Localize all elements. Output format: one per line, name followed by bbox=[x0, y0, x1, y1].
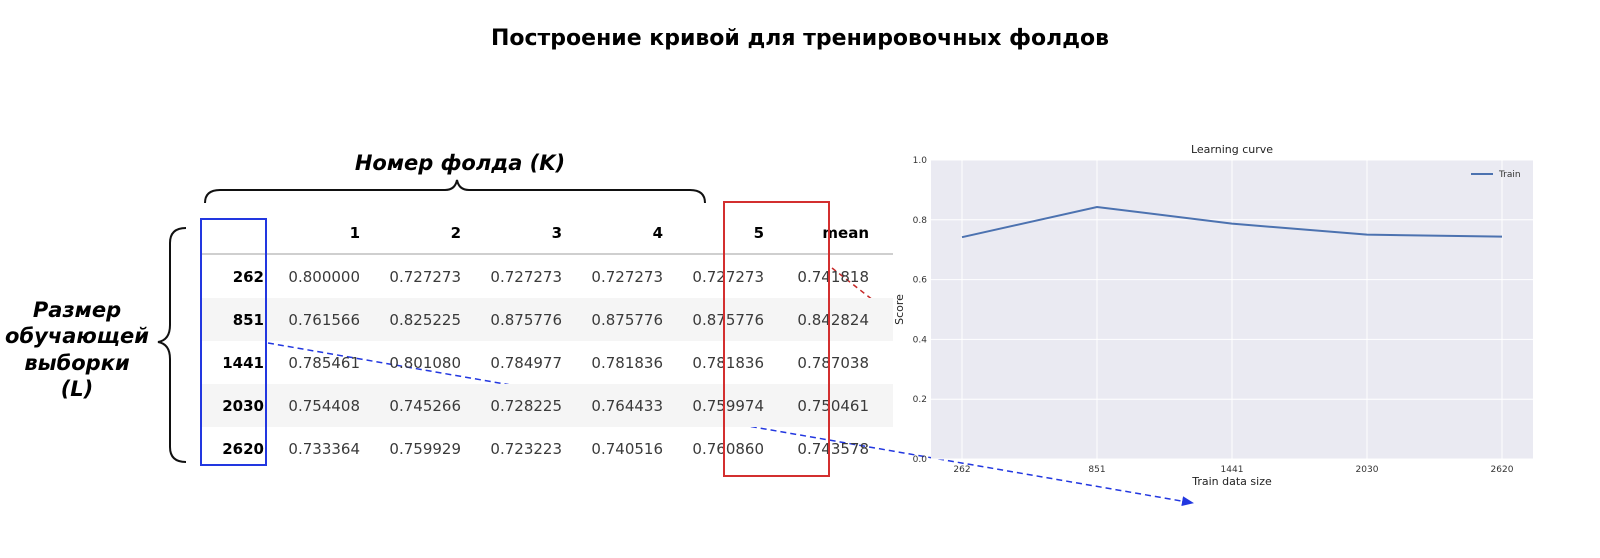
y-tick-label: 0.4 bbox=[913, 335, 928, 345]
column-header: 3 bbox=[470, 212, 571, 255]
table-cell: 0.740516 bbox=[591, 439, 663, 458]
column-header: 1 bbox=[278, 212, 369, 255]
row-index: 2620 bbox=[222, 439, 264, 458]
mean-column-highlight bbox=[723, 201, 830, 477]
table-cell: 0.723223 bbox=[490, 439, 562, 458]
column-header: 4 bbox=[571, 212, 672, 255]
sample-size-line: выборки bbox=[24, 350, 130, 375]
table-cell: 0.727273 bbox=[490, 267, 562, 286]
table-cell: 0.727273 bbox=[591, 267, 663, 286]
page-title: Построение кривой для тренировочных фолд… bbox=[490, 26, 1109, 51]
y-tick-label: 0.0 bbox=[913, 455, 928, 465]
table-cell: 0.759929 bbox=[389, 439, 461, 458]
table-cell: 0.761566 bbox=[278, 298, 369, 341]
table-row: 262 0.800000 0.727273 0.727273 0.727273 … bbox=[200, 254, 893, 298]
x-axis-label: Train data size bbox=[1191, 475, 1272, 488]
x-tick-label: 1441 bbox=[1221, 465, 1244, 475]
table-cell: 0.781836 bbox=[692, 353, 764, 372]
sample-size-line: Размер bbox=[32, 298, 122, 322]
table-cell: 0.727273 bbox=[389, 267, 461, 286]
fold-brace bbox=[204, 179, 706, 204]
table-row: 1441 0.785461 0.801080 0.784977 0.781836… bbox=[200, 341, 893, 384]
sample-size-line: (L) bbox=[60, 376, 94, 401]
table-cell: 0.801080 bbox=[389, 353, 461, 372]
table-cell: 0.760860 bbox=[692, 439, 764, 458]
row-index: 262 bbox=[232, 267, 264, 286]
table-cell: 0.781836 bbox=[591, 353, 663, 372]
table-cell: 0.754408 bbox=[278, 384, 369, 427]
table-cell: 0.759974 bbox=[672, 384, 773, 427]
sample-size-line: обучающей bbox=[5, 324, 149, 349]
mean-cell: 0.787038 bbox=[797, 353, 869, 372]
fold-number-label: Номер фолда (K) bbox=[354, 151, 566, 175]
table-cell: 0.727273 bbox=[692, 267, 764, 286]
table-cell: 0.875776 bbox=[672, 298, 773, 341]
legend-label: Train bbox=[1498, 170, 1521, 180]
mean-cell: 0.842824 bbox=[773, 298, 893, 341]
table-row: 851 0.761566 0.825225 0.875776 0.875776 … bbox=[200, 298, 893, 341]
table-cell: 0.825225 bbox=[369, 298, 470, 341]
table-row: 2030 0.754408 0.745266 0.728225 0.764433… bbox=[200, 384, 893, 427]
table-cell: 0.728225 bbox=[470, 384, 571, 427]
mean-cell: 0.743578 bbox=[797, 439, 869, 458]
table-cell: 0.745266 bbox=[369, 384, 470, 427]
table-cell: 0.875776 bbox=[470, 298, 571, 341]
y-tick-label: 0.6 bbox=[913, 276, 928, 286]
row-index-highlight bbox=[200, 218, 267, 466]
table-cell: 0.785461 bbox=[288, 353, 360, 372]
x-tick-label: 2030 bbox=[1356, 465, 1379, 475]
table-cell: 0.800000 bbox=[288, 267, 360, 286]
sample-size-label: Размер обучающей выборки (L) bbox=[2, 297, 152, 402]
y-tick-label: 0.8 bbox=[913, 216, 928, 226]
y-axis-label: Score bbox=[893, 294, 906, 325]
y-tick-label: 1.0 bbox=[913, 156, 928, 166]
series-line-train bbox=[961, 205, 1503, 239]
table-cell: 0.875776 bbox=[571, 298, 672, 341]
row-index: 1441 bbox=[222, 353, 264, 372]
column-header: mean bbox=[773, 212, 893, 255]
x-tick-label: 262 bbox=[953, 465, 970, 475]
table-cell: 0.733364 bbox=[288, 439, 360, 458]
table-cell: 0.784977 bbox=[490, 353, 562, 372]
x-tick-label: 2620 bbox=[1491, 465, 1514, 475]
column-header: 5 bbox=[672, 212, 773, 255]
size-brace bbox=[157, 227, 187, 463]
x-tick-label: 851 bbox=[1088, 465, 1105, 475]
learning-curve-chart: 0.0 0.2 0.4 0.6 0.8 1.0 262 851 1441 2030 2620 Lear… bbox=[893, 143, 1533, 488]
table-row: 2620 0.733364 0.759929 0.723223 0.740516… bbox=[200, 427, 893, 470]
y-tick-label: 0.2 bbox=[913, 395, 927, 405]
index-to-xaxis-arrow bbox=[267, 342, 1194, 507]
column-header: 2 bbox=[369, 212, 470, 255]
chart-title: Learning curve bbox=[1191, 143, 1273, 156]
mean-cell: 0.741818 bbox=[797, 267, 869, 286]
mean-cell: 0.750461 bbox=[773, 384, 893, 427]
table-cell: 0.764433 bbox=[571, 384, 672, 427]
